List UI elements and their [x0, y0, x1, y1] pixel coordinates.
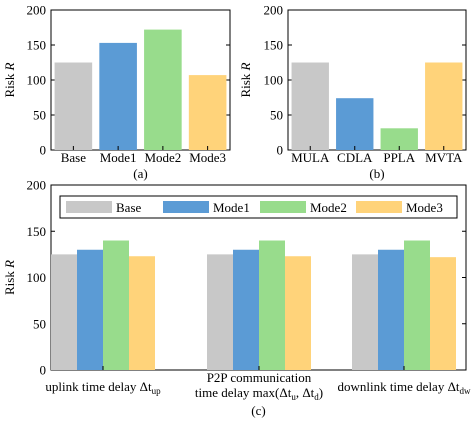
- y-tick-label: 100: [27, 73, 47, 88]
- bar-mode3: [188, 75, 227, 150]
- bar-mode1: [378, 249, 404, 370]
- bar-mode1: [233, 249, 259, 370]
- y-tick-label: 50: [33, 108, 46, 123]
- y-tick-label: 0: [40, 363, 47, 378]
- x-tick-label-p2p-line1: P2P communication: [207, 370, 312, 385]
- label-subscript: d: [314, 392, 319, 402]
- legend-swatch-mode1: [163, 201, 209, 213]
- bar-base: [207, 254, 233, 370]
- label-part: uplink time delay Δt: [45, 379, 152, 394]
- y-tick-label: 100: [264, 73, 284, 88]
- y-axis-label-word: Risk: [2, 70, 17, 97]
- y-tick-label: 50: [33, 316, 46, 331]
- y-axis-label-symbol: R: [2, 62, 17, 71]
- x-tick-label-p2p-line2: time delay max(Δtu, Δtd): [195, 385, 323, 402]
- label-part: time delay max(Δt: [195, 385, 292, 400]
- bar-mode2: [259, 240, 285, 370]
- panel-label: (c): [251, 403, 265, 418]
- y-axis-label: Risk R: [2, 62, 17, 97]
- panel-b-chart: 0 50 100 150 200 Risk R (b) MULA CDLA PPLA MVTA: [238, 3, 467, 181]
- panel-label: (b): [369, 166, 384, 181]
- x-tick-label: Mode2: [144, 150, 181, 165]
- y-tick-label: 200: [27, 3, 47, 18]
- y-tick-label: 150: [27, 38, 47, 53]
- bar-mode1: [77, 249, 103, 370]
- y-tick-label: 0: [277, 143, 284, 158]
- legend-swatch-mode3: [356, 201, 402, 213]
- x-tick-label: MVTA: [425, 150, 463, 165]
- y-axis-label-symbol: R: [2, 260, 17, 269]
- y-axis-label-word: Risk: [238, 70, 253, 97]
- y-axis-label: Risk R: [2, 260, 17, 295]
- bar-mode3: [285, 256, 311, 370]
- x-tick-label-uplink: uplink time delay Δtup: [45, 379, 161, 396]
- y-tick-label: 100: [27, 270, 47, 285]
- legend-label-mode2: Mode2: [310, 200, 347, 215]
- bar-cdla: [336, 98, 374, 150]
- label-subscript: u: [291, 392, 296, 402]
- label-subscript: up: [152, 386, 162, 396]
- bar-mode2: [103, 240, 129, 370]
- legend: Base Mode1 Mode2 Mode3: [59, 195, 458, 219]
- label-part: , Δt: [296, 385, 315, 400]
- x-tick-label: Mode1: [100, 150, 137, 165]
- x-tick-label: Base: [61, 150, 87, 165]
- legend-swatch-base: [66, 201, 112, 213]
- label-subscript: dw: [460, 386, 472, 396]
- label-part: downlink time delay Δt: [337, 379, 459, 394]
- bar-ppla: [380, 128, 418, 150]
- y-tick-label: 200: [27, 178, 47, 193]
- y-tick-label: 50: [270, 108, 283, 123]
- x-tick-label: MULA: [291, 150, 330, 165]
- bar-base: [51, 254, 77, 370]
- legend-label-base: Base: [116, 200, 142, 215]
- bar-base: [352, 254, 378, 370]
- bar-mode2: [144, 29, 182, 151]
- panel-c-chart: 0 50 100 150 200 Risk R (c) uplink time delay Δ…: [2, 178, 471, 419]
- y-tick-label: 150: [264, 38, 284, 53]
- bar-mode1: [99, 42, 137, 150]
- x-tick-label: PPLA: [383, 150, 415, 165]
- x-tick-label: CDLA: [337, 150, 373, 165]
- bar-mula: [291, 62, 329, 150]
- y-tick-label: 0: [40, 143, 47, 158]
- legend-swatch-mode2: [260, 201, 306, 213]
- y-axis-label-word: Risk: [2, 268, 17, 295]
- bar-mode3: [430, 257, 456, 370]
- y-axis-label: Risk R: [238, 62, 253, 97]
- y-tick-label: 150: [27, 224, 47, 239]
- panel-label: (a): [133, 166, 147, 181]
- bar-base: [54, 62, 93, 150]
- x-tick-label: Mode3: [189, 150, 226, 165]
- y-axis-label-symbol: R: [238, 62, 253, 71]
- bar-mode2: [404, 240, 430, 370]
- label-part: ): [319, 385, 323, 400]
- panel-a-chart: 0 50 100 150 200 Risk R (a) Base Mode1 Mode2 Mode3: [2, 3, 231, 181]
- y-tick-label: 200: [264, 3, 284, 18]
- bar-mode3: [129, 256, 155, 370]
- legend-label-mode1: Mode1: [213, 200, 250, 215]
- bar-mvta: [425, 62, 463, 150]
- legend-label-mode3: Mode3: [406, 200, 443, 215]
- x-tick-label-downlink: downlink time delay Δtdw: [337, 379, 471, 396]
